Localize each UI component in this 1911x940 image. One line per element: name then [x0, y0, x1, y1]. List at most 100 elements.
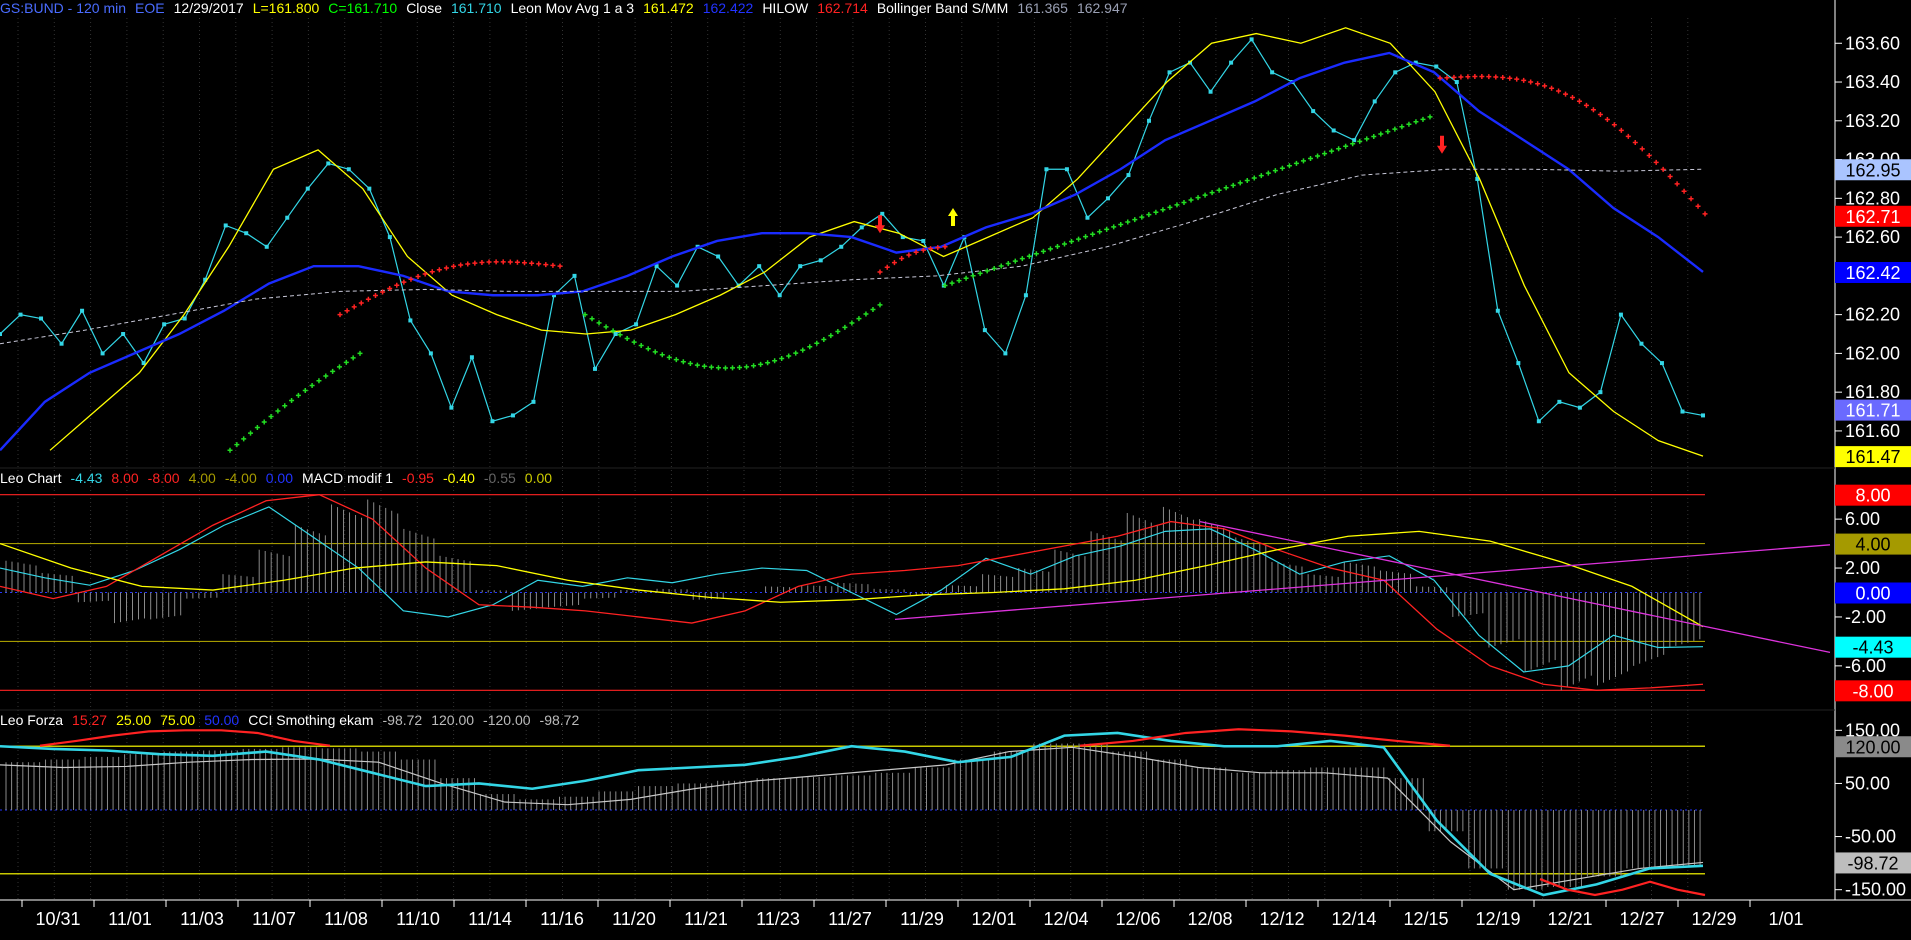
- x-tick-label: 11/14: [468, 909, 512, 929]
- hilow-support-dot: [1139, 214, 1145, 220]
- hilow-resistance-dot: [891, 260, 897, 266]
- hilow-support-dot: [673, 357, 679, 363]
- hilow-support-dot: [998, 263, 1004, 269]
- macd-series: [0, 506, 1704, 673]
- hilow-support-dot: [1371, 133, 1377, 139]
- hilow-support-dot: [234, 442, 240, 448]
- close-point: [285, 215, 290, 220]
- cci-tick-label: -150.00: [1845, 880, 1906, 900]
- cci-series: [0, 731, 1704, 897]
- hilow-resistance-dot: [1556, 88, 1562, 94]
- hilow-resistance-dot: [486, 259, 492, 265]
- hilow-support-dot: [1420, 116, 1426, 122]
- hilow-support-dot: [1005, 261, 1011, 267]
- hilow-resistance-dot: [443, 265, 449, 271]
- hilow-support-dot: [1378, 131, 1384, 137]
- macd-tick-label: -2.00: [1845, 607, 1886, 627]
- close-point: [408, 318, 413, 323]
- hilow-support-dot: [715, 365, 721, 371]
- hilow-support-dot: [1223, 185, 1229, 191]
- header-item: -120.00: [483, 712, 531, 728]
- close-point: [1618, 312, 1623, 317]
- hilow-support-dot: [1181, 199, 1187, 205]
- hilow-support-dot: [807, 344, 813, 350]
- header-item: Leon Mov Avg 1 a 3: [510, 0, 635, 16]
- x-tick-label: 11/23: [756, 909, 800, 929]
- hilow-resistance-dot: [436, 267, 442, 273]
- hilow-support-dot: [877, 302, 883, 308]
- hilow-support-dot: [694, 362, 700, 368]
- hilow-resistance-dot: [387, 286, 393, 292]
- hilow-support-dot: [624, 335, 630, 341]
- hilow-support-dot: [1357, 138, 1363, 144]
- hilow-resistance-dot: [458, 262, 464, 268]
- hilow-resistance-dot: [1444, 75, 1450, 81]
- hilow-resistance-dot: [1674, 181, 1680, 187]
- hilow-resistance-dot: [422, 271, 428, 277]
- hilow-support-dot: [758, 361, 764, 367]
- close-point: [1003, 351, 1008, 356]
- close-point: [613, 332, 618, 337]
- hilow-support-dot: [1315, 153, 1321, 159]
- close-point: [0, 332, 2, 337]
- macd-badge-label: -4.43: [1852, 638, 1893, 658]
- close-point: [1495, 308, 1500, 313]
- hilow-support-dot: [708, 364, 714, 370]
- hilow-support-dot: [1019, 256, 1025, 262]
- header-item: -0.40: [442, 470, 475, 486]
- hilow-support-dot: [814, 340, 820, 346]
- hilow-support-dot: [1069, 239, 1075, 245]
- macd-badge-label: 4.00: [1855, 535, 1890, 555]
- hilow-support-dot: [680, 359, 686, 365]
- hilow-resistance-dot: [913, 249, 919, 255]
- price-tick-label: 161.80: [1845, 382, 1900, 402]
- price-tick-label: 162.20: [1845, 305, 1900, 325]
- hilow-support-dot: [970, 273, 976, 279]
- close-point: [1064, 167, 1069, 172]
- hilow-support-dot: [282, 403, 288, 409]
- x-tick-label: 12/08: [1187, 909, 1232, 929]
- hilow-resistance-dot: [1695, 203, 1701, 209]
- sell-arrow-icon: [875, 215, 885, 234]
- close-point: [1208, 89, 1213, 94]
- hilow-support-dot: [1216, 187, 1222, 193]
- close-point: [757, 264, 762, 269]
- macd-badge: [1835, 680, 1911, 702]
- hilow-resistance-dot: [415, 274, 421, 280]
- price-tick-label: 162.60: [1845, 227, 1900, 247]
- close-point: [1147, 118, 1152, 123]
- price-tick-label: 162.80: [1845, 188, 1900, 208]
- close-point: [449, 405, 454, 410]
- hilow-resistance-dot: [536, 261, 542, 267]
- header-item: 50.00: [204, 712, 240, 728]
- hilow-resistance-dot: [1458, 74, 1464, 80]
- close-point: [203, 277, 208, 282]
- hilow-resistance-dot: [1660, 166, 1666, 172]
- hilow-support-dot: [254, 425, 260, 431]
- hilow-support-dot: [1174, 202, 1180, 208]
- hilow-resistance-dot: [372, 293, 378, 299]
- close-point: [1598, 390, 1603, 395]
- hilow-support-dot: [1364, 136, 1370, 142]
- close-point: [982, 328, 987, 333]
- hilow-support-dot: [1399, 124, 1405, 130]
- hilow-support-dot: [1061, 241, 1067, 247]
- hilow-support-dot: [652, 349, 658, 355]
- price-tick-label: 163.20: [1845, 111, 1900, 131]
- close-point: [654, 264, 659, 269]
- hilow-support-dot: [1265, 170, 1271, 176]
- hilow-resistance-dot: [1618, 127, 1624, 133]
- x-tick-label: 12/19: [1475, 909, 1520, 929]
- hilow-support-dot: [687, 361, 693, 367]
- hilow-resistance-dot: [928, 246, 934, 252]
- close-point: [900, 235, 905, 240]
- hilow-support-dot: [1385, 129, 1391, 135]
- header-item: 0.00: [265, 470, 293, 486]
- close-point: [880, 211, 885, 216]
- hilow-support-dot: [596, 320, 602, 326]
- price-badge-label: 161.47: [1845, 447, 1900, 467]
- x-tick-label: 11/03: [180, 909, 224, 929]
- hilow-support-dot: [1104, 226, 1110, 232]
- close-point: [1393, 70, 1398, 75]
